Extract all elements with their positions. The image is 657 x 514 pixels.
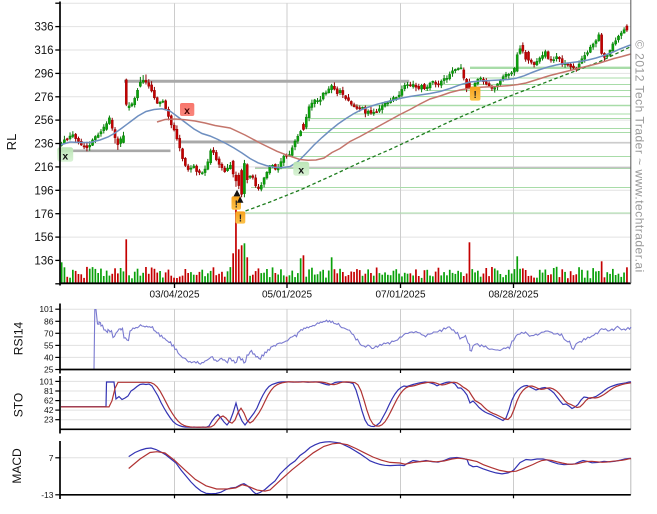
svg-text:216: 216: [34, 162, 53, 174]
svg-text:x: x: [184, 105, 190, 117]
svg-text:x: x: [298, 165, 304, 177]
svg-text:156: 156: [34, 232, 53, 244]
svg-text:07/01/2025: 07/01/2025: [375, 290, 425, 301]
svg-text:296: 296: [34, 69, 53, 81]
svg-text:101: 101: [39, 376, 53, 386]
svg-text:08/28/2025: 08/28/2025: [488, 290, 538, 301]
svg-text:25: 25: [44, 365, 54, 375]
svg-text:05/01/2025: 05/01/2025: [262, 290, 312, 301]
svg-text:101: 101: [39, 304, 53, 314]
svg-text:STO: STO: [12, 393, 26, 417]
svg-text:40: 40: [44, 352, 54, 362]
svg-text:276: 276: [34, 92, 53, 104]
svg-text:-13: -13: [41, 490, 54, 500]
svg-text:!: !: [474, 90, 477, 101]
svg-text:256: 256: [34, 115, 53, 127]
svg-text:316: 316: [34, 45, 53, 57]
svg-text:42: 42: [44, 405, 54, 415]
svg-text:176: 176: [34, 209, 53, 221]
svg-text:336: 336: [34, 22, 53, 34]
svg-text:196: 196: [34, 185, 53, 197]
svg-text:70: 70: [44, 328, 54, 338]
svg-text:236: 236: [34, 139, 53, 151]
svg-text:136: 136: [34, 256, 53, 268]
svg-text:RSI14: RSI14: [12, 322, 26, 356]
svg-text:7: 7: [49, 453, 54, 463]
svg-text:62: 62: [44, 396, 54, 406]
svg-text:55: 55: [44, 340, 54, 350]
svg-text:!: !: [239, 214, 242, 225]
svg-text:81: 81: [44, 386, 54, 396]
svg-text:!: !: [235, 199, 238, 210]
svg-text:23: 23: [44, 415, 54, 425]
svg-text:x: x: [62, 150, 68, 162]
svg-text:86: 86: [44, 316, 54, 326]
svg-text:© 2012 Tech Trader ~ www.techt: © 2012 Tech Trader ~ www.techtrader.ai: [633, 40, 647, 273]
svg-text:MACD: MACD: [10, 448, 24, 484]
svg-text:03/04/2025: 03/04/2025: [149, 290, 199, 301]
svg-text:RL: RL: [4, 134, 19, 151]
